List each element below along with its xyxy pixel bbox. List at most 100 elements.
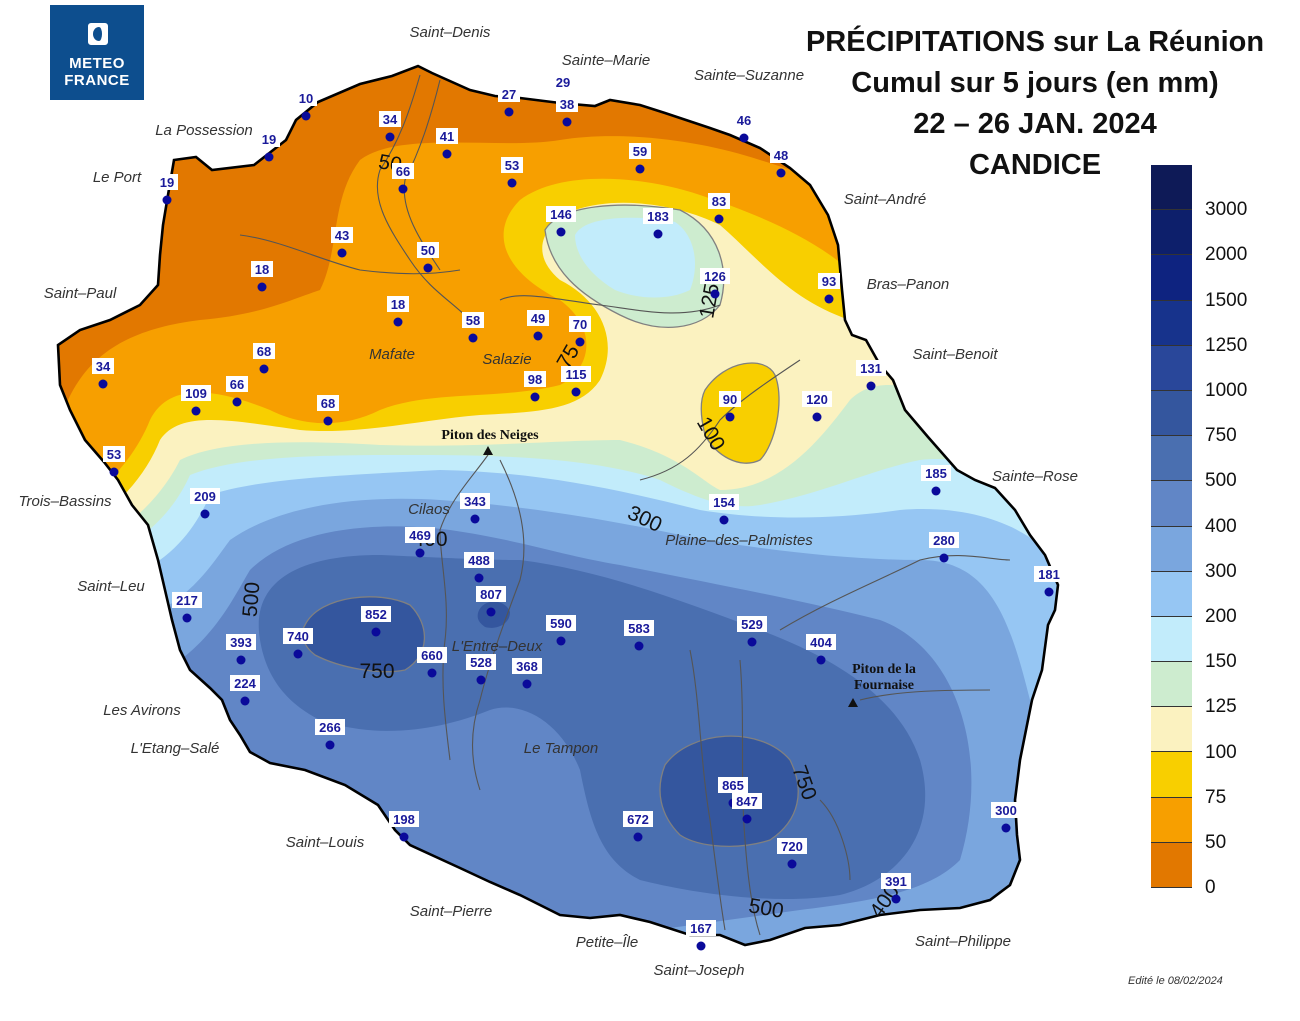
- station-value: 98: [528, 372, 542, 387]
- station-dot-icon: [714, 214, 724, 224]
- station-dot-icon: [556, 227, 566, 237]
- station-value-box: [806, 634, 836, 650]
- station-marker: 59: [629, 143, 651, 174]
- station-value: 368: [516, 659, 538, 674]
- station-dot-icon: [191, 406, 201, 416]
- legend-label: 300: [1205, 560, 1237, 582]
- map-title: PRÉCIPITATIONS sur La Réunion Cumul sur …: [760, 22, 1300, 186]
- legend-swatch: [1151, 752, 1192, 798]
- station-dot-icon: [634, 641, 644, 651]
- station-value-box: [719, 391, 741, 407]
- station-value: 183: [647, 209, 669, 224]
- legend-label: 1500: [1205, 289, 1248, 311]
- rain-gauge-stations: 10 19 19 34 41 27 29 38 46 48 59 53 66 146 183 83 43 50 18…: [92, 74, 1064, 951]
- summit-triangle-icon: [848, 698, 858, 707]
- station-marker: 131: [856, 360, 886, 391]
- station-value-box: [226, 376, 248, 392]
- station-value-box: [462, 312, 484, 328]
- station-marker: 391: [881, 873, 911, 904]
- edited-date: Edité le 08/02/2024: [1128, 975, 1223, 987]
- station-value: 590: [550, 616, 572, 631]
- station-value-box: [253, 343, 275, 359]
- station-marker: 19: [258, 131, 280, 162]
- station-marker: 19: [156, 174, 178, 205]
- station-value-box: [92, 358, 114, 374]
- town-label: Saint–Pierre: [410, 903, 493, 920]
- station-marker: 38: [556, 96, 578, 127]
- town-label: Le Port: [93, 169, 142, 186]
- title-line3: 22 – 26 JAN. 2024: [913, 108, 1157, 140]
- town-label: L'Entre–Deux: [452, 638, 543, 655]
- town-label: Saint–Joseph: [654, 962, 745, 979]
- station-value-box: [881, 873, 911, 889]
- station-value-box: [466, 654, 496, 670]
- station-marker: 529: [737, 616, 767, 647]
- legend-swatch: [1151, 300, 1192, 346]
- station-value: 34: [96, 359, 111, 374]
- station-dot-icon: [399, 832, 409, 842]
- logo-line2: FRANCE: [64, 72, 130, 89]
- station-dot-icon: [257, 282, 267, 292]
- station-value-box: [818, 273, 840, 289]
- station-dot-icon: [653, 229, 663, 239]
- station-marker: 300: [991, 802, 1021, 833]
- legend-label: 0: [1205, 877, 1216, 899]
- station-value: 266: [319, 720, 341, 735]
- station-marker: 10: [295, 90, 317, 121]
- meteo-france-logo: METEO FRANCE: [50, 5, 144, 100]
- station-marker: 183: [643, 208, 673, 239]
- station-value: 807: [480, 587, 502, 602]
- station-dot-icon: [891, 894, 901, 904]
- station-value-box: [230, 675, 260, 691]
- title-line2: Cumul sur 5 jours (en mm): [851, 67, 1219, 99]
- station-value-box: [317, 395, 339, 411]
- station-dot-icon: [530, 392, 540, 402]
- station-value-box: [501, 157, 523, 173]
- station-value-box: [387, 296, 409, 312]
- legend-label: 400: [1205, 515, 1237, 537]
- station-value: 167: [690, 921, 712, 936]
- station-dot-icon: [486, 607, 496, 617]
- station-value-box: [700, 268, 730, 284]
- town-label: Sainte–Rose: [992, 468, 1078, 485]
- station-value-box: [718, 777, 748, 793]
- legend-swatch: [1151, 526, 1192, 572]
- station-marker: 34: [379, 111, 401, 142]
- legend-label: 1250: [1205, 334, 1248, 356]
- town-label: Sainte–Suzanne: [694, 67, 804, 84]
- station-marker: 50: [417, 242, 439, 273]
- station-value-box: [709, 494, 739, 510]
- station-value: 53: [505, 158, 519, 173]
- town-label: Mafate: [369, 346, 415, 363]
- station-dot-icon: [442, 149, 452, 159]
- station-value-box: [546, 206, 576, 222]
- station-value-box: [777, 838, 807, 854]
- station-value-box: [379, 111, 401, 127]
- station-value: 154: [713, 495, 735, 510]
- station-value: 391: [885, 874, 907, 889]
- station-value: 660: [421, 648, 443, 663]
- station-dot-icon: [816, 655, 826, 665]
- station-value: 528: [470, 655, 492, 670]
- station-value-box: [524, 371, 546, 387]
- station-marker: 528: [466, 654, 496, 685]
- legend-swatch: [1151, 707, 1192, 753]
- station-dot-icon: [371, 627, 381, 637]
- station-dot-icon: [562, 117, 572, 127]
- station-value: 48: [774, 148, 788, 163]
- station-value: 720: [781, 839, 803, 854]
- legend-label: 75: [1205, 786, 1227, 808]
- legend-swatch: [1151, 842, 1192, 888]
- station-marker: 590: [546, 615, 576, 646]
- station-marker: 217: [172, 592, 202, 623]
- station-value: 93: [822, 274, 836, 289]
- station-dot-icon: [787, 859, 797, 869]
- town-label: L'Etang–Salé: [131, 740, 220, 757]
- station-value-box: [476, 586, 506, 602]
- station-dot-icon: [476, 675, 486, 685]
- station-value-box: [436, 128, 458, 144]
- station-marker: 83: [708, 193, 730, 224]
- station-value-box: [405, 527, 435, 543]
- town-label: Saint–Leu: [77, 578, 145, 595]
